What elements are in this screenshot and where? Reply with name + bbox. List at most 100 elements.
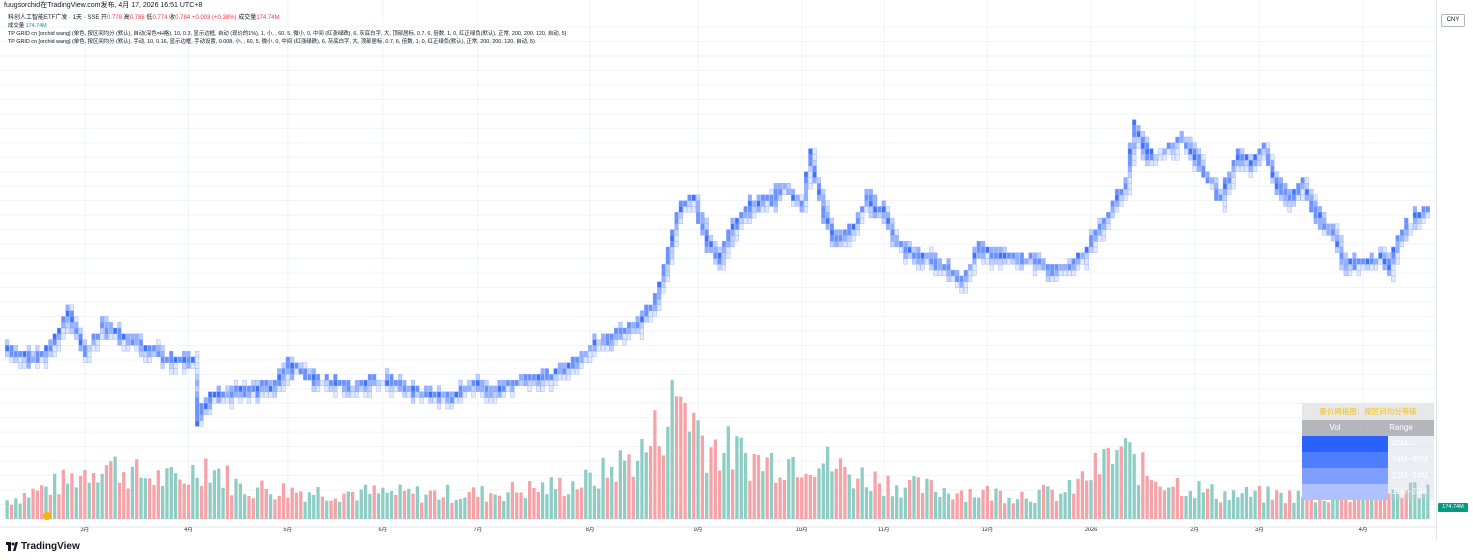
indicator-line-1[interactable]: TP GRID cn [orchid wang] (单色, 按区间均分 (默认)…: [8, 31, 567, 37]
volume-bar: [1162, 490, 1167, 519]
close-value: 0.784: [175, 15, 191, 21]
price-cell: [182, 362, 187, 369]
price-cell: [1408, 223, 1413, 230]
price-cell: [700, 212, 705, 219]
price-cell: [52, 345, 57, 352]
price-cell: [484, 379, 489, 387]
price-cell: [808, 183, 813, 190]
price-cell: [56, 333, 62, 340]
price-cell: [1348, 269, 1353, 277]
price-cell: [886, 217, 891, 224]
price-cell: [134, 345, 139, 352]
volume-bar: [122, 472, 126, 519]
price-cell: [773, 200, 778, 207]
price-cell: [1283, 188, 1288, 196]
volume-bar: [1404, 489, 1408, 519]
price-cell: [242, 391, 247, 398]
tradingview-logo[interactable]: TradingView: [6, 541, 80, 552]
price-cell: [1132, 125, 1137, 132]
volume-bar: [1253, 490, 1257, 519]
price-cell: [1378, 246, 1383, 253]
price-cell: [976, 252, 981, 259]
price-cell: [5, 345, 10, 352]
price-cell: [255, 391, 260, 398]
price-cell: [933, 252, 938, 259]
price-cell: [195, 403, 200, 410]
volume-bar: [1188, 491, 1192, 519]
price-cell: [398, 385, 403, 392]
price-cell: [1270, 171, 1275, 178]
price-cell: [544, 374, 549, 381]
volume-bar: [1106, 447, 1110, 519]
volume-bar: [510, 482, 515, 519]
price-cell: [9, 356, 14, 363]
price-cell: [497, 379, 502, 387]
volume-bar: [502, 501, 506, 519]
volume-bar: [1421, 493, 1426, 519]
price-cell: [855, 229, 860, 236]
price-cell: [56, 327, 62, 334]
price-cell: [1088, 229, 1094, 236]
price-cell: [972, 258, 977, 265]
volume-bar: [450, 502, 454, 519]
price-cell: [1119, 188, 1124, 196]
price-cell: [471, 379, 476, 387]
price-cell: [1404, 217, 1409, 224]
price-cell: [721, 246, 727, 253]
price-cell: [484, 385, 489, 392]
volume-bar: [160, 485, 165, 519]
price-cell: [812, 171, 817, 178]
price-cell: [1257, 159, 1262, 167]
price-cell: [579, 362, 584, 369]
price-cell: [622, 327, 627, 334]
volume-bar: [1335, 493, 1339, 519]
price-cell: [458, 391, 463, 398]
price-axis[interactable]: [1436, 0, 1473, 540]
price-cell: [721, 258, 727, 265]
volume-bar: [402, 490, 407, 519]
price-cell: [1179, 136, 1184, 143]
volume-bar: [977, 497, 981, 519]
volume-bar: [273, 499, 277, 519]
price-cell: [350, 391, 355, 398]
price-cell: [1119, 194, 1124, 201]
legend-row: 45M→: [1302, 436, 1434, 452]
price-cell: [341, 391, 347, 398]
price-cell: [251, 379, 256, 387]
price-cell: [963, 275, 968, 282]
price-cell: [74, 316, 79, 323]
legend-title: 量价网格图：按区间均分等级: [1302, 403, 1434, 420]
price-cell: [618, 322, 623, 329]
price-cell: [1058, 269, 1063, 277]
price-cell: [1080, 252, 1085, 259]
price-cell: [898, 246, 904, 253]
price-cell: [773, 188, 778, 196]
price-cell: [1037, 252, 1042, 259]
price-cell: [1287, 188, 1292, 196]
price-cell: [1309, 194, 1314, 201]
price-cell: [881, 200, 886, 207]
price-cell: [1278, 183, 1284, 190]
price-cell: [367, 374, 372, 381]
price-cell: [989, 264, 994, 271]
volume-bar: [1059, 493, 1063, 519]
price-cell: [1106, 223, 1111, 230]
price-cell: [1222, 200, 1227, 207]
price-cell: [1106, 212, 1111, 219]
price-cell: [1412, 212, 1417, 219]
price-cell: [903, 246, 908, 253]
price-cell: [285, 374, 290, 381]
price-cell: [1291, 194, 1297, 201]
currency-button[interactable]: CNY: [1441, 14, 1465, 27]
price-cell: [557, 362, 562, 369]
volume-bar: [1383, 485, 1387, 519]
price-cell: [1369, 258, 1374, 265]
indicator-line-2[interactable]: TP GRID cn [orchid wang] (单色, 按区间均分 (默认)…: [8, 39, 535, 45]
price-cell: [324, 385, 329, 392]
price-cell: [290, 362, 295, 369]
event-marker-icon: [43, 512, 51, 520]
price-cell: [1356, 269, 1361, 277]
volume-bar: [1279, 492, 1283, 519]
symbol-title[interactable]: 科创人工智能ETF广发 · 1天 · SSE: [8, 15, 100, 21]
